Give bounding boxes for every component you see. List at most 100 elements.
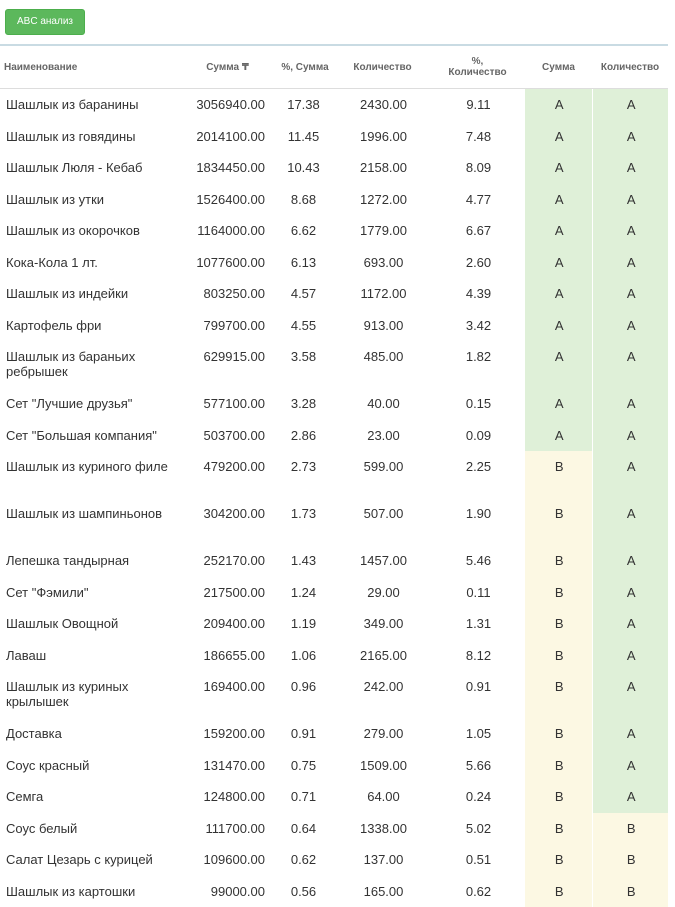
cell-value: 5.66 (430, 750, 525, 782)
cell-value: 0.51 (430, 844, 525, 876)
cell-value: 4.77 (430, 184, 525, 216)
item-name: Шашлык Люля - Кебаб (0, 152, 185, 184)
item-name: Шашлык из говядины (0, 121, 185, 153)
cell-value: 0.24 (430, 781, 525, 813)
abc-class: A (525, 215, 592, 247)
cell-value: 1.43 (270, 545, 335, 577)
cell-value: 6.67 (430, 215, 525, 247)
abc-class: A (525, 310, 592, 342)
cell-value: 1272.00 (335, 184, 430, 216)
cell-value: 2430.00 (335, 89, 430, 121)
cell-value: 1526400.00 (185, 184, 270, 216)
column-header: Наименование (0, 45, 185, 89)
abc-class: A (592, 121, 668, 153)
cell-value: 4.57 (270, 278, 335, 310)
cell-value: 17.38 (270, 89, 335, 121)
item-name: Шашлык из куриных крылышек (0, 671, 185, 718)
abc-class: A (592, 215, 668, 247)
abc-class: A (592, 341, 668, 388)
cell-value: 1.90 (430, 498, 525, 545)
abc-class: B (525, 671, 592, 718)
cell-value: 217500.00 (185, 577, 270, 609)
header-text: Сумма ₸ (206, 62, 249, 73)
item-name: Шашлык из куриного филе (0, 451, 185, 498)
abc-class: A (592, 420, 668, 452)
abc-class: A (592, 640, 668, 672)
header-text: %, Количество (447, 56, 509, 78)
cell-value: 2.86 (270, 420, 335, 452)
cell-value: 124800.00 (185, 781, 270, 813)
cell-value: 4.39 (430, 278, 525, 310)
abc-class: A (592, 608, 668, 640)
cell-value: 279.00 (335, 718, 430, 750)
header-text: Сумма (542, 62, 575, 73)
cell-value: 1.05 (430, 718, 525, 750)
cell-value: 137.00 (335, 844, 430, 876)
cell-value: 6.13 (270, 247, 335, 279)
abc-class: B (525, 844, 592, 876)
cell-value: 3.42 (430, 310, 525, 342)
abc-button[interactable]: ABC анализ (5, 9, 85, 35)
abc-class: A (592, 671, 668, 718)
cell-value: 803250.00 (185, 278, 270, 310)
cell-value: 159200.00 (185, 718, 270, 750)
abc-class: A (592, 310, 668, 342)
abc-class: B (525, 498, 592, 545)
abc-class: A (592, 388, 668, 420)
cell-value: 485.00 (335, 341, 430, 388)
cell-value: 503700.00 (185, 420, 270, 452)
abc-class: A (592, 781, 668, 813)
abc-class: A (525, 420, 592, 452)
item-name: Шашлык из шампиньонов (0, 498, 185, 545)
abc-class: A (525, 89, 592, 121)
item-name: Шашлык из баранины (0, 89, 185, 121)
cell-value: 577100.00 (185, 388, 270, 420)
cell-value: 23.00 (335, 420, 430, 452)
abc-class: B (525, 545, 592, 577)
abc-class: A (525, 278, 592, 310)
cell-value: 2014100.00 (185, 121, 270, 153)
cell-value: 0.62 (430, 876, 525, 907)
item-name: Шашлык из утки (0, 184, 185, 216)
column-header: Количество (592, 45, 668, 89)
abc-class: A (525, 341, 592, 388)
abc-class: A (592, 577, 668, 609)
abc-class: B (525, 640, 592, 672)
cell-value: 4.55 (270, 310, 335, 342)
cell-value: 0.64 (270, 813, 335, 845)
cell-value: 1.73 (270, 498, 335, 545)
cell-value: 242.00 (335, 671, 430, 718)
cell-value: 169400.00 (185, 671, 270, 718)
abc-class: A (592, 152, 668, 184)
cell-value: 0.15 (430, 388, 525, 420)
item-name: Лепешка тандырная (0, 545, 185, 577)
cell-value: 0.75 (270, 750, 335, 782)
abc-class: A (525, 388, 592, 420)
abc-class: A (525, 121, 592, 153)
cell-value: 111700.00 (185, 813, 270, 845)
item-name: Кока-Кола 1 лт. (0, 247, 185, 279)
cell-value: 0.91 (430, 671, 525, 718)
abc-class: B (525, 451, 592, 498)
abc-class: A (592, 89, 668, 121)
abc-class: B (592, 813, 668, 845)
column-header: Сумма ₸ (185, 45, 270, 89)
column-header: Сумма (525, 45, 592, 89)
cell-value: 8.09 (430, 152, 525, 184)
abc-class: A (592, 498, 668, 545)
abc-class: A (592, 247, 668, 279)
cell-value: 1509.00 (335, 750, 430, 782)
